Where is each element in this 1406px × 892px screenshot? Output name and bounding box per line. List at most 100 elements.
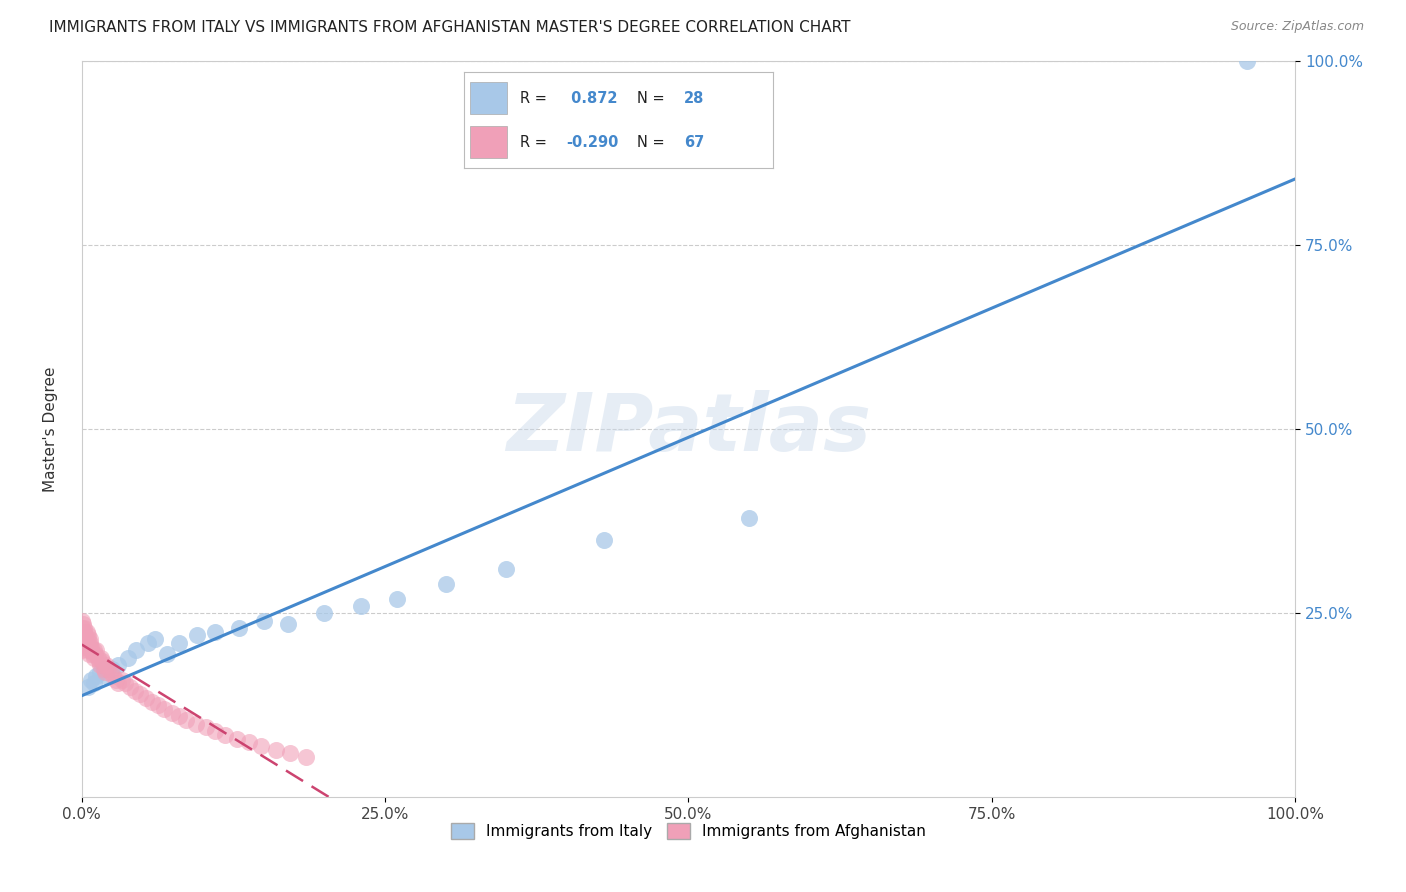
Point (70, 621, 93, 635)
Point (89, 657, 111, 672)
Y-axis label: Master's Degree: Master's Degree (44, 367, 58, 492)
Point (387, 591, 409, 606)
Point (83, 650, 105, 665)
Point (148, 698, 170, 713)
Point (738, 510, 761, 524)
Point (70, 614, 93, 628)
Point (79, 632, 101, 647)
Point (70, 643, 93, 657)
Point (89, 665, 111, 680)
Point (72, 617, 94, 632)
Point (73, 624, 96, 639)
Point (120, 680, 142, 694)
Point (204, 724, 226, 739)
Point (77, 640, 100, 654)
Point (153, 702, 176, 716)
Point (160, 706, 183, 720)
Point (70, 628, 93, 642)
Point (97, 662, 120, 676)
Point (107, 676, 129, 690)
Point (277, 617, 299, 632)
Point (186, 628, 208, 642)
Point (228, 621, 250, 635)
Point (75, 632, 97, 647)
Point (70, 632, 93, 647)
Point (103, 669, 125, 683)
Point (226, 731, 249, 746)
Point (84, 643, 107, 657)
Point (117, 650, 139, 665)
Point (264, 742, 287, 756)
Point (80, 643, 103, 657)
Point (125, 643, 148, 657)
Point (167, 636, 190, 650)
Point (73, 640, 96, 654)
Point (135, 691, 157, 706)
Point (84, 669, 107, 683)
Point (72, 632, 94, 647)
Point (101, 662, 124, 676)
Point (76, 636, 98, 650)
Point (84, 647, 107, 661)
Point (280, 746, 302, 760)
Point (434, 577, 457, 591)
Point (94, 665, 117, 680)
Point (107, 657, 129, 672)
Legend: Immigrants from Italy, Immigrants from Afghanistan: Immigrants from Italy, Immigrants from A… (444, 817, 932, 845)
Point (76, 624, 98, 639)
Point (73, 636, 96, 650)
Point (214, 728, 236, 742)
Point (91, 654, 114, 668)
Point (104, 673, 127, 687)
Point (86, 650, 108, 665)
Point (100, 665, 122, 680)
Point (76, 632, 98, 647)
Point (72, 628, 94, 642)
Point (70, 624, 93, 639)
Point (90, 650, 112, 665)
Point (592, 533, 614, 547)
Point (250, 739, 273, 753)
Point (82, 647, 104, 661)
Point (93, 662, 115, 676)
Point (76, 643, 98, 657)
Point (167, 709, 190, 723)
Point (194, 721, 217, 735)
Point (73, 621, 96, 635)
Point (156, 647, 179, 661)
Point (114, 676, 136, 690)
Point (174, 713, 197, 727)
Point (350, 599, 373, 613)
Point (83, 676, 105, 690)
Point (204, 624, 226, 639)
Text: IMMIGRANTS FROM ITALY VS IMMIGRANTS FROM AFGHANISTAN MASTER'S DEGREE CORRELATION: IMMIGRANTS FROM ITALY VS IMMIGRANTS FROM… (49, 20, 851, 35)
Point (70, 636, 93, 650)
Point (76, 680, 98, 694)
Point (141, 695, 163, 709)
Point (93, 662, 115, 676)
Point (495, 562, 517, 576)
Point (94, 669, 117, 683)
Point (87, 654, 110, 668)
Point (75, 628, 97, 642)
Point (124, 683, 146, 698)
Point (138, 636, 160, 650)
Point (94, 657, 117, 672)
Point (111, 673, 134, 687)
Point (314, 607, 336, 621)
Point (1236, 54, 1258, 69)
Point (77, 647, 100, 661)
Point (143, 632, 166, 647)
Point (295, 750, 318, 764)
Text: Source: ZipAtlas.com: Source: ZipAtlas.com (1230, 20, 1364, 33)
Point (83, 643, 105, 657)
Point (253, 614, 276, 628)
Point (129, 687, 152, 701)
Point (184, 716, 207, 731)
Point (80, 640, 103, 654)
Point (238, 735, 260, 749)
Point (76, 628, 98, 642)
Point (80, 673, 103, 687)
Text: ZIPatlas: ZIPatlas (506, 391, 870, 468)
Point (79, 636, 101, 650)
